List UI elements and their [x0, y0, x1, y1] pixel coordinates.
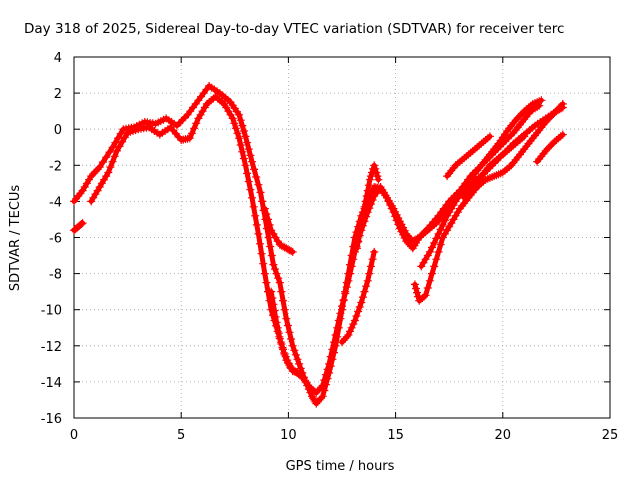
- y-tick-label: 4: [54, 51, 62, 66]
- y-tick-label: 0: [54, 123, 62, 138]
- x-tick-label: 0: [70, 428, 78, 443]
- x-tick-label: 20: [495, 428, 512, 443]
- tick-marks: [73, 56, 611, 419]
- y-tick-labels: -16 -14 -12 -10 -8 -6 -4 -2 0 2 4: [41, 51, 62, 427]
- y-tick-label: -14: [41, 376, 62, 391]
- plus-markers: [417, 96, 546, 271]
- series-track-10: [353, 161, 383, 253]
- plus-markers: [267, 287, 304, 377]
- x-tick-labels: 0 5 10 15 20 25: [70, 428, 618, 443]
- plus-markers: [460, 132, 529, 202]
- y-axis-label: SDTVAR / TECUs: [8, 185, 23, 292]
- series-track-8: [267, 287, 304, 377]
- plus-markers: [533, 130, 567, 166]
- x-tick-label: 15: [387, 428, 404, 443]
- plus-markers: [410, 99, 567, 305]
- data-series: [70, 81, 567, 408]
- series-track-4: [410, 99, 567, 305]
- x-tick-label: 5: [177, 428, 185, 443]
- series-band: [88, 94, 542, 396]
- y-tick-label: -10: [41, 304, 62, 319]
- plus-markers: [70, 219, 87, 235]
- y-tick-label: -2: [49, 159, 62, 174]
- series-track-11: [260, 204, 297, 256]
- series-track-1: [70, 81, 567, 408]
- plus-markers: [70, 81, 567, 408]
- y-tick-label: -8: [49, 268, 62, 283]
- y-tick-label: -16: [41, 412, 62, 427]
- plus-markers: [87, 92, 544, 397]
- y-tick-label: -12: [41, 340, 62, 355]
- y-tick-label: 2: [54, 87, 62, 102]
- series-track-7: [533, 130, 567, 166]
- plus-markers: [353, 161, 383, 253]
- y-tick-label: -6: [49, 232, 62, 247]
- series-track-3: [417, 96, 546, 271]
- series-track-12: [70, 219, 87, 235]
- series-band: [412, 101, 566, 304]
- plus-markers: [443, 132, 494, 181]
- series-track-5: [460, 132, 529, 202]
- plus-markers: [260, 204, 297, 256]
- x-tick-label: 25: [602, 428, 619, 443]
- chart-title: Day 318 of 2025, Sidereal Day-to-day VTE…: [24, 21, 564, 37]
- x-tick-label: 10: [280, 428, 297, 443]
- series-track-2: [87, 92, 544, 397]
- y-tick-label: -4: [49, 195, 62, 210]
- series-track-9: [338, 247, 379, 347]
- plus-markers: [338, 247, 379, 347]
- series-track-6: [443, 132, 494, 181]
- x-axis-label: GPS time / hours: [286, 459, 395, 474]
